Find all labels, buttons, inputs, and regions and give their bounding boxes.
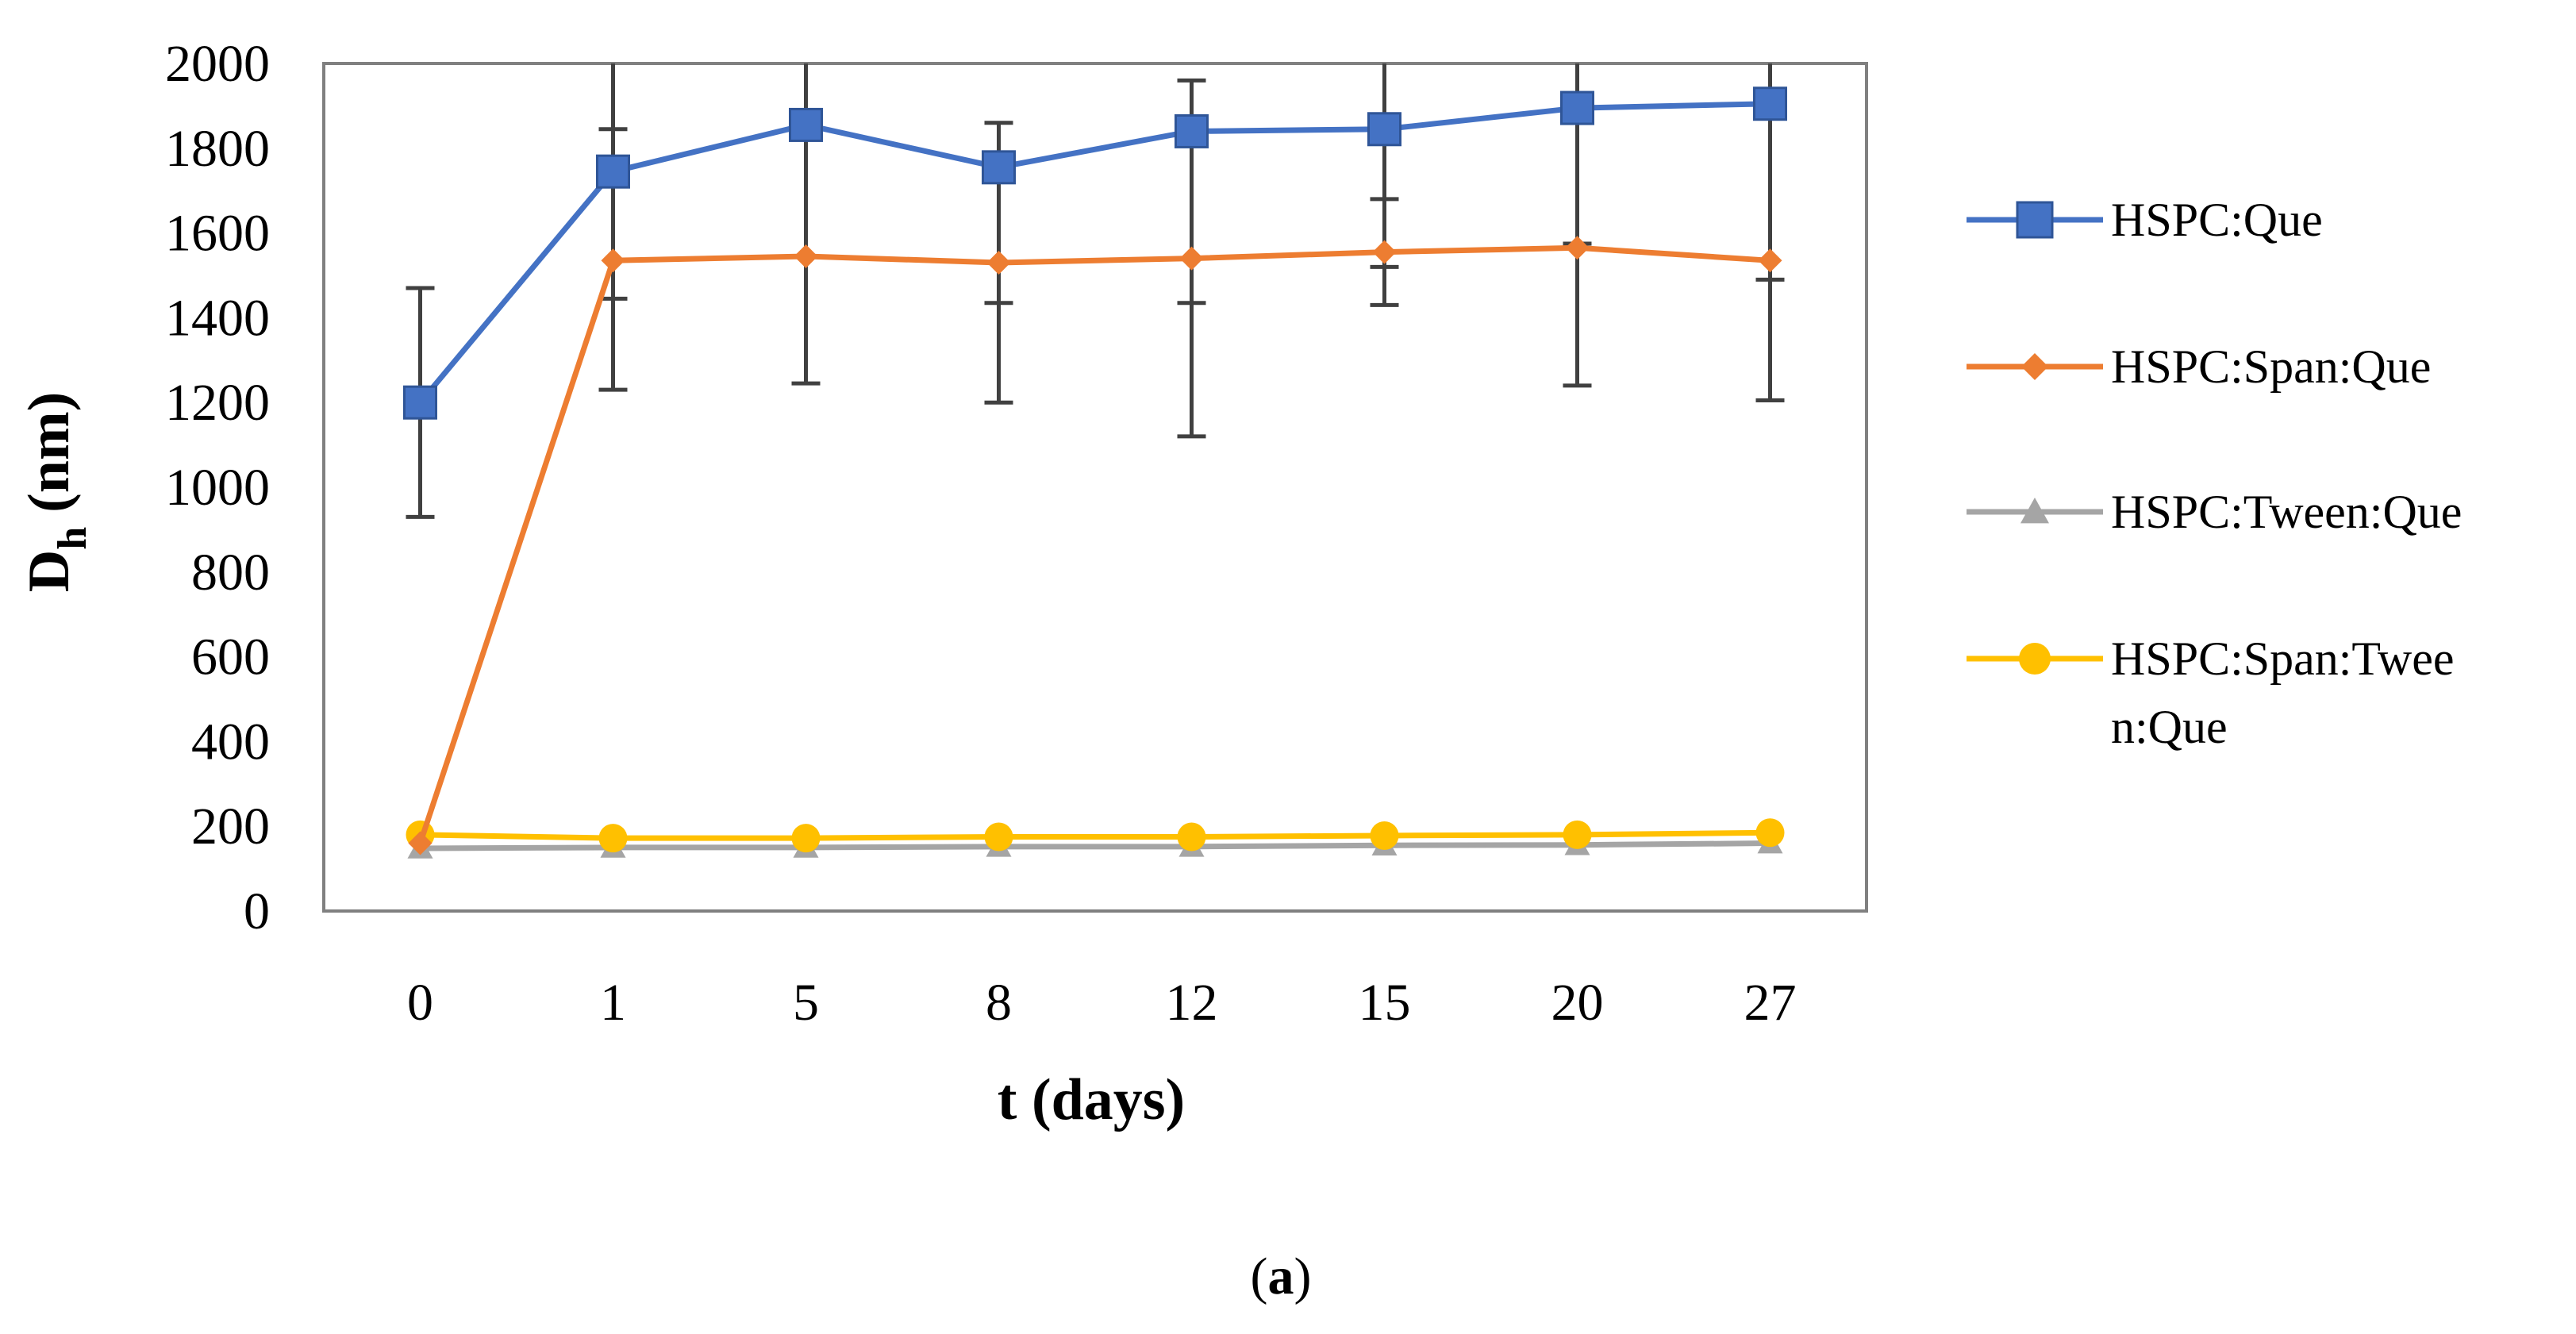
data-point: [1372, 240, 1397, 264]
data-point: [598, 824, 628, 853]
series-line: [417, 244, 1771, 844]
data-point: [789, 107, 823, 142]
x-tick-label: 5: [793, 974, 819, 1032]
data-point: [596, 154, 630, 189]
figure-caption: (a): [1251, 1248, 1312, 1305]
data-point: [1755, 818, 1785, 848]
data-point: [1758, 248, 1782, 273]
data-point: [408, 831, 433, 855]
x-tick-label: 12: [1166, 974, 1218, 1032]
data-point: [1560, 90, 1594, 125]
x-tick-label: 27: [1744, 974, 1797, 1032]
y-axis-title-units: (nm): [17, 392, 82, 513]
y-tick-label: 1800: [165, 120, 270, 178]
x-tick-label: 15: [1359, 974, 1411, 1032]
y-tick-label: 0: [244, 882, 270, 940]
series-line: [417, 101, 1771, 405]
data-point: [1367, 112, 1401, 147]
y-tick-label: 800: [191, 544, 270, 602]
data-point: [982, 150, 1016, 185]
y-tick-label: 200: [191, 798, 270, 855]
plot-area-border: [322, 62, 1868, 913]
legend-label: HSPC:Span:Que: [2111, 340, 2431, 393]
legend-marker: [2020, 498, 2049, 524]
data-point: [791, 824, 821, 853]
x-tick-label: 1: [600, 974, 626, 1032]
series-hspc-span-que: [408, 236, 1782, 855]
data-point: [1370, 821, 1399, 850]
y-axis-title-subscript: h: [50, 527, 95, 550]
y-tick-label: 2000: [165, 35, 270, 93]
x-tick-label: 0: [407, 974, 433, 1032]
data-point: [1177, 822, 1206, 852]
legend-entry: HSPC:Span:Twee n:Que: [1967, 632, 2454, 753]
legend-label: HSPC:Span:Twee n:Que: [2111, 632, 2454, 753]
data-point: [403, 385, 437, 420]
y-tick-label: 1200: [165, 374, 270, 432]
legend-marker: [2019, 643, 2051, 675]
x-tick-label: 8: [986, 974, 1012, 1032]
y-tick-label: 1400: [165, 289, 270, 347]
y-tick-label: 400: [191, 713, 270, 771]
x-axis-title: t (days): [998, 1067, 1185, 1132]
data-point: [984, 822, 1013, 852]
data-point: [986, 250, 1011, 275]
legend-label: HSPC:Tween:Que: [2111, 486, 2462, 538]
y-tick-label: 1600: [165, 205, 270, 263]
svg-text:Dh(nm): Dh (nm): [17, 392, 95, 592]
y-axis-title-symbol: D: [17, 550, 82, 592]
data-point: [1175, 113, 1209, 148]
data-point: [1179, 246, 1204, 271]
data-point: [1753, 86, 1787, 121]
series-line: [420, 840, 1771, 852]
series-hspc-que: [403, 86, 1787, 420]
legend-marker: [2016, 201, 2054, 239]
legend-entry: HSPC:Tween:Que: [1967, 486, 2462, 538]
data-point: [601, 248, 625, 273]
x-tick-label: 20: [1551, 974, 1604, 1032]
y-tick-label: 600: [191, 629, 270, 686]
data-point: [1563, 820, 1592, 849]
legend-entry: HSPC:Que: [1967, 194, 2323, 246]
legend-label: HSPC:Que: [2111, 194, 2323, 246]
data-point: [1565, 236, 1590, 260]
series-hspc-tween-que: [407, 830, 1783, 859]
data-point: [794, 244, 818, 268]
series-hspc-span-tween-que: [406, 818, 1785, 853]
y-axis-title: Dh (nm): [17, 392, 95, 592]
legend-marker: [2021, 353, 2048, 380]
legend-entry: HSPC:Span:Que: [1967, 340, 2431, 393]
y-tick-label: 1000: [165, 459, 270, 517]
series-line: [420, 829, 1771, 841]
